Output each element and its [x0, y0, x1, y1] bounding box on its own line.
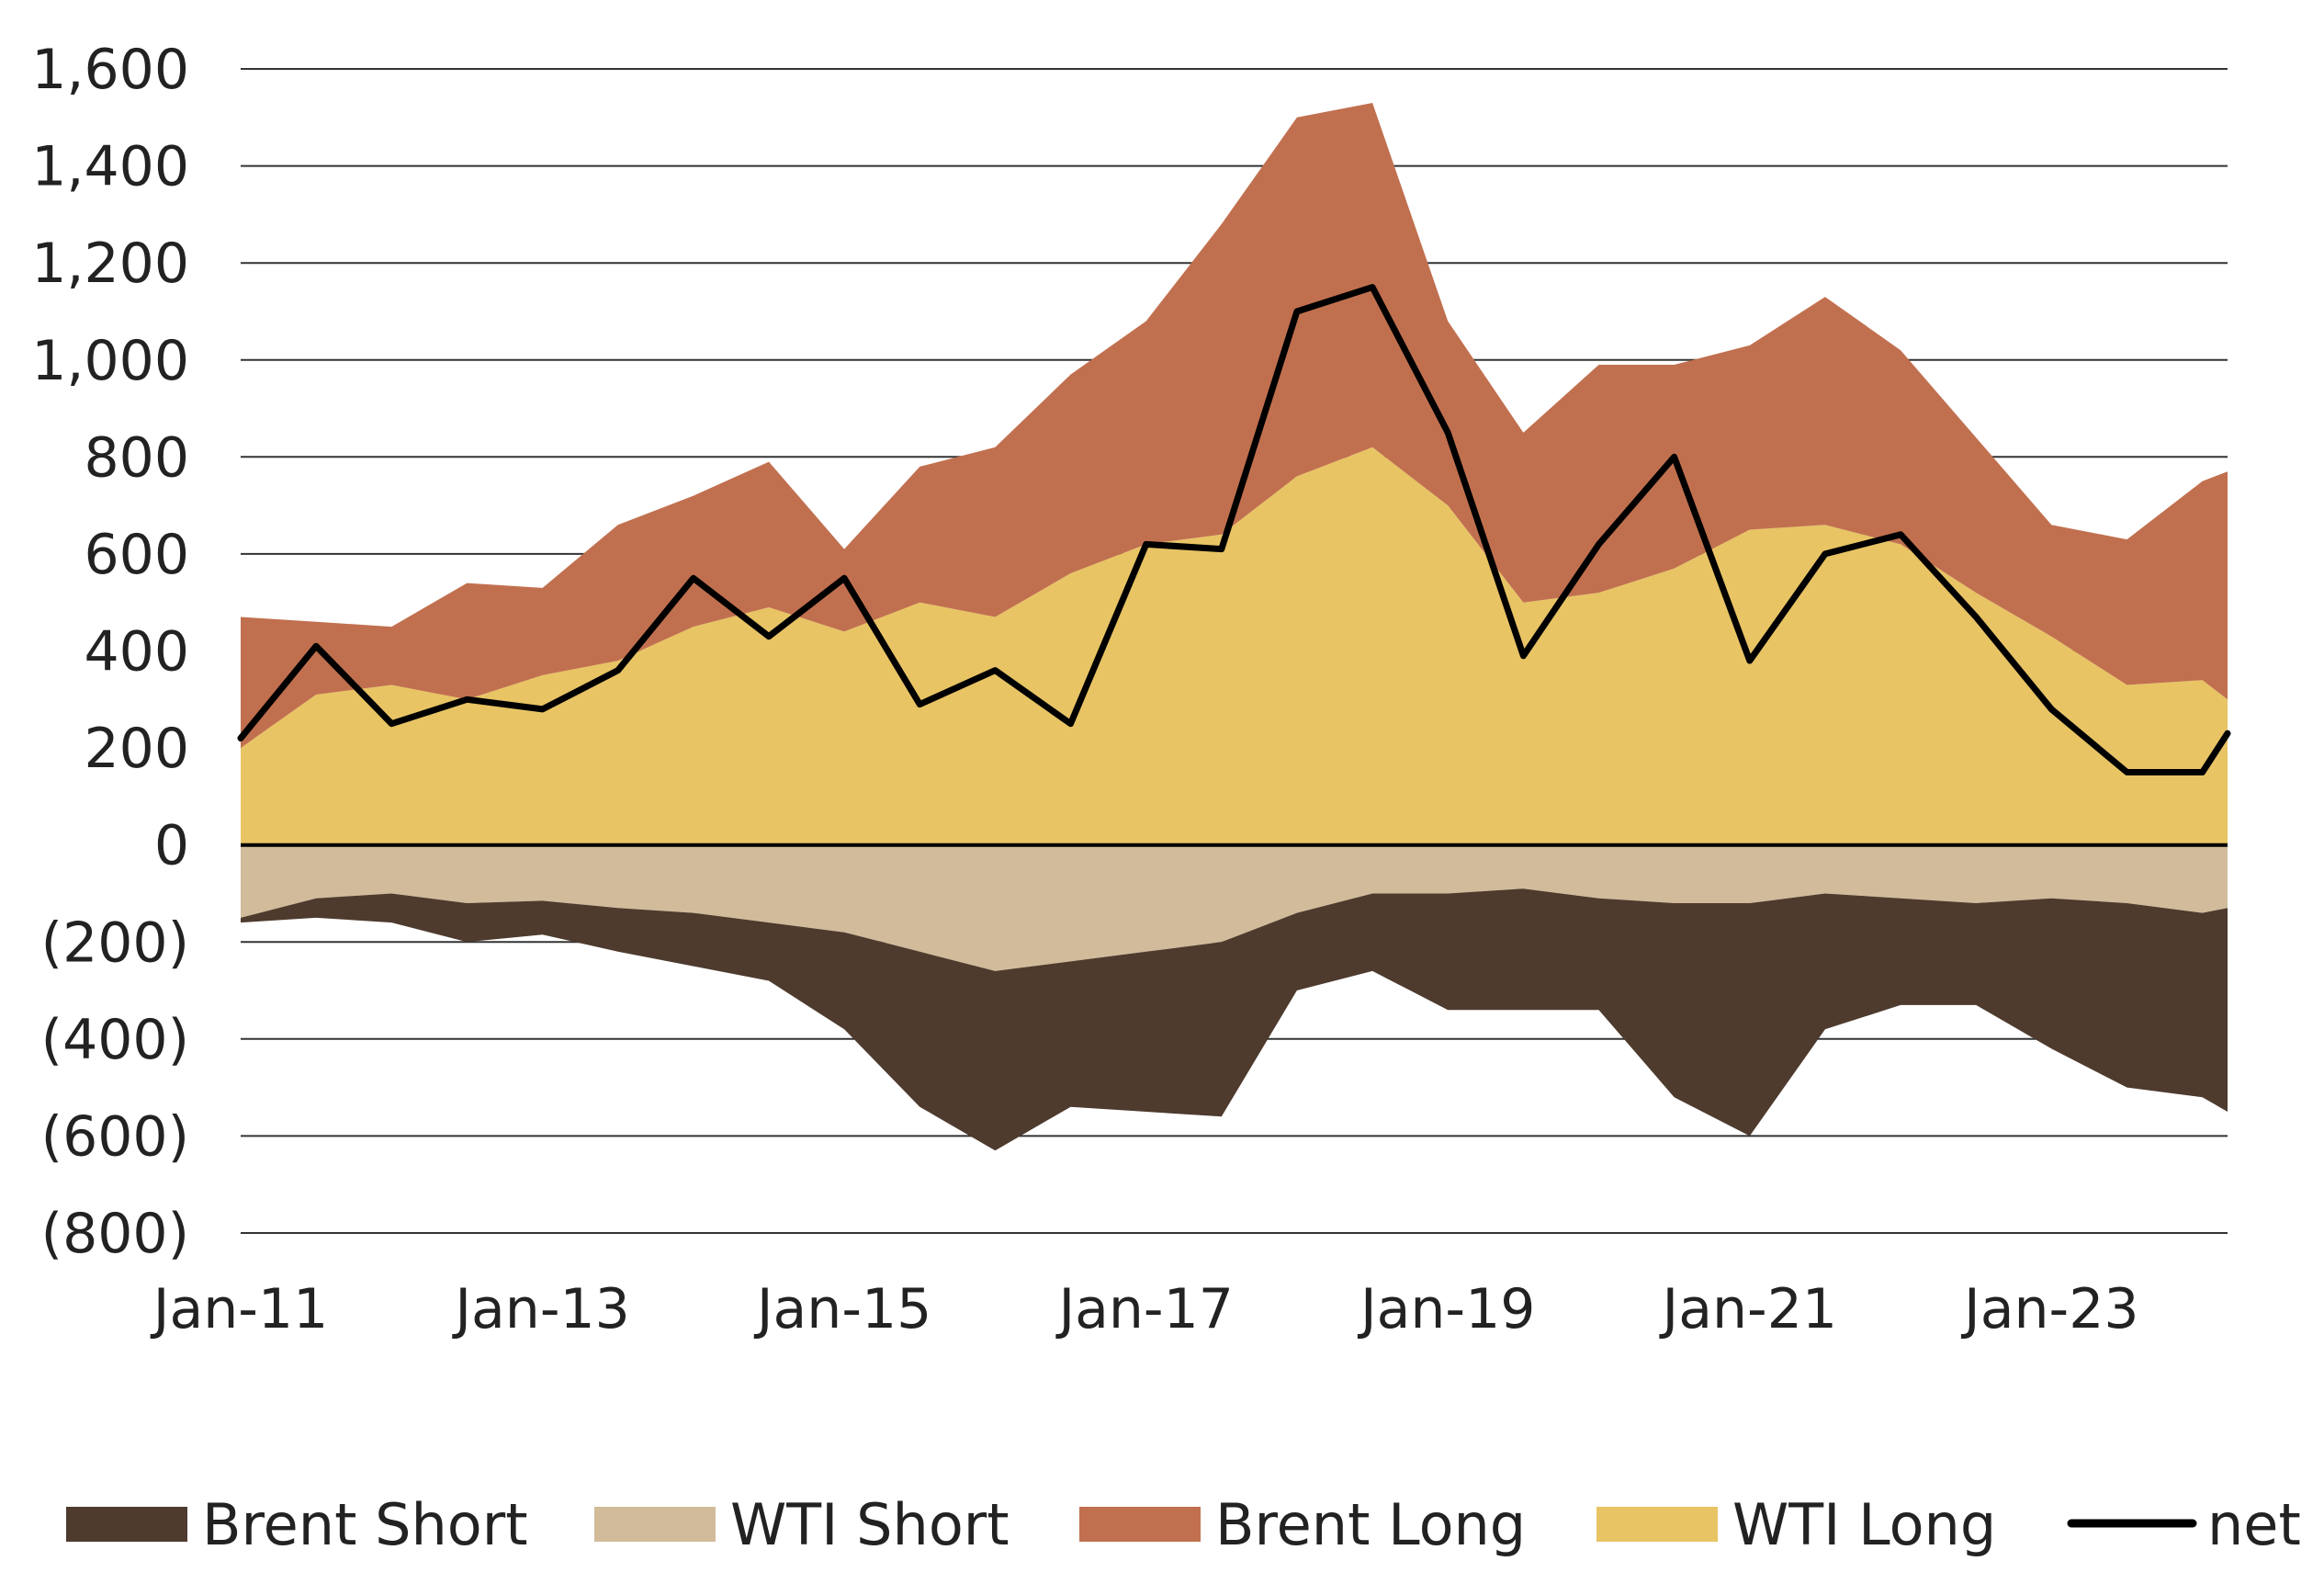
legend-label: net: [2207, 1491, 2301, 1558]
legend-label: WTI Long: [1732, 1491, 1996, 1558]
y-tick-label: 800: [84, 425, 189, 490]
y-tick-label: (600): [41, 1104, 189, 1169]
y-tick-label: 400: [84, 620, 189, 684]
legend-label: WTI Short: [730, 1491, 1010, 1558]
legend-label: Brent Short: [202, 1491, 528, 1558]
area-wti-short: [241, 844, 2228, 971]
y-tick-label: 600: [84, 523, 189, 587]
legend-swatch: [66, 1507, 187, 1542]
legend-item: Brent Short: [66, 1491, 528, 1558]
net-line: [237, 284, 2231, 775]
x-tick-label: Jan-13: [451, 1277, 630, 1341]
net-line-layer: [237, 284, 2231, 775]
legend: Brent Short WTI Short Brent Long WTI Long ne…: [66, 1491, 2301, 1558]
x-tick-label: Jan-11: [150, 1277, 329, 1341]
y-tick-label: 0: [154, 814, 189, 878]
y-tick-label: (400): [41, 1008, 189, 1072]
area-brent-long: [241, 103, 2228, 749]
y-tick-label: 1,600: [31, 38, 189, 102]
area-brent-short: [241, 888, 2228, 1151]
x-axis-tick-labels: Jan-11 Jan-13 Jan-15 Jan-17 Jan-19 Jan-21 Jan-…: [150, 1277, 2139, 1341]
legend-item: WTI Long: [1596, 1491, 1996, 1558]
x-tick-label: Jan-21: [1659, 1277, 1838, 1341]
legend-item: WTI Short: [594, 1491, 1010, 1558]
legend-swatch: [1079, 1507, 1201, 1542]
y-tick-label: 1,400: [31, 135, 189, 199]
y-tick-label: (200): [41, 911, 189, 975]
y-tick-label: 1,200: [31, 232, 189, 296]
x-tick-label: Jan-23: [1960, 1277, 2139, 1341]
x-tick-label: Jan-17: [1055, 1277, 1234, 1341]
x-tick-label: Jan-19: [1357, 1277, 1536, 1341]
legend-item: Brent Long: [1079, 1491, 1526, 1558]
area-wti-long: [241, 447, 2228, 845]
x-tick-label: Jan-15: [753, 1277, 932, 1341]
legend-item: net: [2067, 1491, 2301, 1558]
y-tick-label: (800): [41, 1202, 189, 1266]
legend-swatch: [594, 1507, 716, 1542]
stacked-areas: [241, 103, 2228, 1151]
y-axis-tick-labels: 1,600 1,400 1,200 1,000 800 600 400 200 0 (200) (4…: [31, 38, 189, 1266]
legend-swatch: [1596, 1507, 1718, 1542]
legend-label: Brent Long: [1215, 1491, 1526, 1558]
y-tick-label: 200: [84, 717, 189, 781]
y-tick-label: 1,000: [31, 329, 189, 393]
